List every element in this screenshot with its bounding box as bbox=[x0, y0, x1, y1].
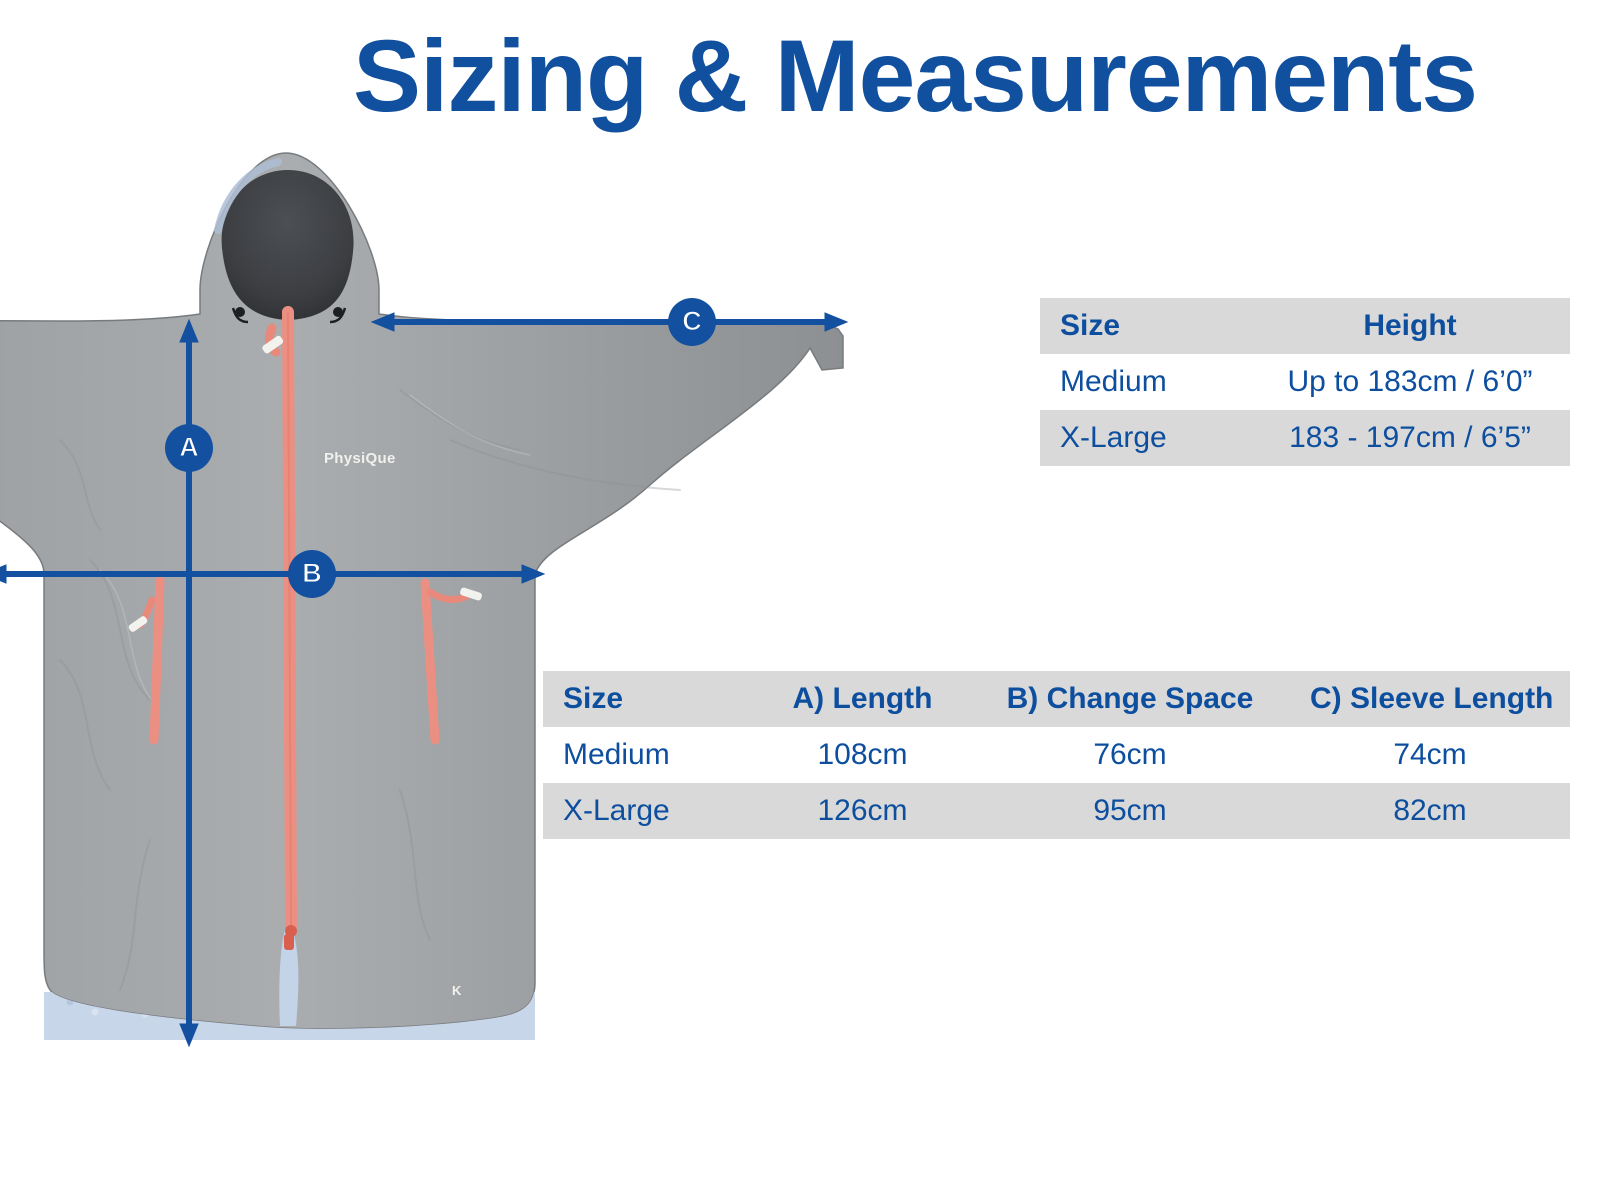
svg-text:K: K bbox=[452, 983, 462, 998]
svg-text:PhysiQue: PhysiQue bbox=[324, 450, 396, 467]
svg-text:B: B bbox=[302, 558, 322, 588]
svg-text:A: A bbox=[179, 432, 199, 462]
svg-text:C: C bbox=[682, 306, 702, 336]
